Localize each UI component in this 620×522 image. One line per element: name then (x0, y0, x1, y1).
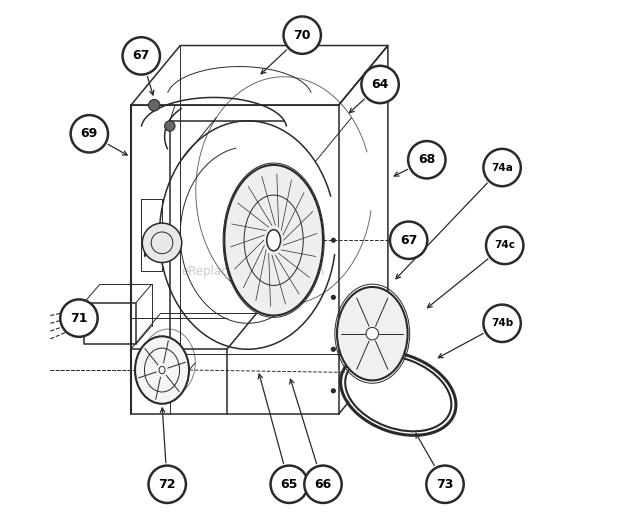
Circle shape (484, 149, 521, 186)
Text: 73: 73 (436, 478, 454, 491)
Text: 67: 67 (400, 234, 417, 247)
Circle shape (361, 66, 399, 103)
Circle shape (398, 235, 409, 245)
Text: 70: 70 (293, 29, 311, 42)
Circle shape (330, 347, 336, 352)
Ellipse shape (159, 366, 165, 374)
Text: 74c: 74c (494, 241, 515, 251)
Circle shape (486, 227, 523, 264)
Circle shape (283, 17, 321, 54)
Circle shape (149, 100, 160, 111)
Text: 71: 71 (70, 312, 87, 325)
Circle shape (330, 388, 336, 394)
Circle shape (330, 238, 336, 243)
Text: 72: 72 (159, 478, 176, 491)
Circle shape (270, 466, 308, 503)
Text: 69: 69 (81, 127, 98, 140)
Circle shape (304, 466, 342, 503)
Circle shape (143, 223, 182, 263)
Circle shape (427, 466, 464, 503)
Circle shape (399, 235, 408, 245)
Circle shape (60, 300, 97, 337)
Circle shape (149, 466, 186, 503)
Text: 74a: 74a (491, 162, 513, 173)
Text: 65: 65 (280, 478, 298, 491)
Circle shape (330, 295, 336, 300)
Ellipse shape (135, 336, 189, 404)
Text: 74b: 74b (491, 318, 513, 328)
Text: 64: 64 (371, 78, 389, 91)
Text: 67: 67 (133, 50, 150, 63)
Ellipse shape (224, 165, 323, 315)
Circle shape (71, 115, 108, 152)
Circle shape (366, 327, 379, 340)
Text: eReplacementParts.com: eReplacementParts.com (181, 265, 324, 278)
Ellipse shape (337, 287, 407, 381)
Circle shape (123, 37, 160, 75)
Circle shape (165, 121, 175, 131)
Circle shape (484, 305, 521, 342)
Ellipse shape (267, 230, 281, 251)
Ellipse shape (343, 353, 454, 433)
Text: 68: 68 (418, 153, 435, 166)
Circle shape (390, 221, 427, 259)
Text: 66: 66 (314, 478, 332, 491)
Circle shape (408, 141, 446, 179)
